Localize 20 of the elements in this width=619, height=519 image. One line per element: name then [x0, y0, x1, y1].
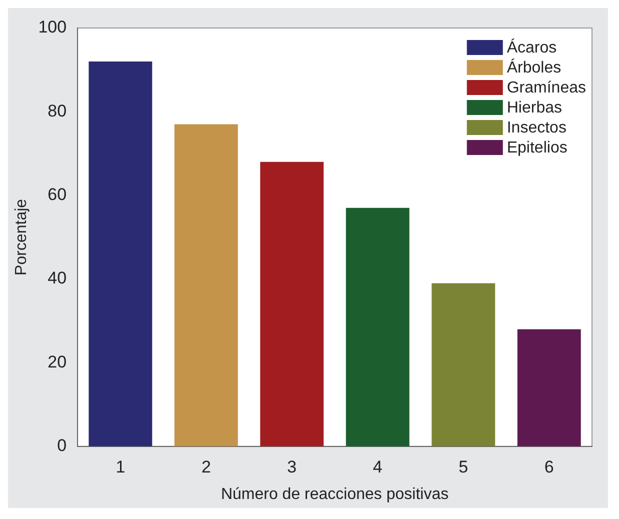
- x-tick-label: 6: [544, 457, 554, 476]
- legend-label: Epitelios: [506, 139, 568, 156]
- legend-label: Gramíneas: [506, 79, 586, 96]
- x-axis-title: Número de reacciones positivas: [220, 486, 449, 503]
- y-tick-label: 100: [38, 18, 67, 37]
- x-tick-label: 4: [372, 457, 382, 476]
- x-tick-label: 1: [116, 457, 126, 476]
- y-axis-title: Porcentaje: [13, 198, 30, 276]
- y-tick-label: 60: [48, 185, 67, 204]
- x-tick-label: 2: [201, 457, 211, 476]
- x-tick-label: 3: [287, 457, 297, 476]
- legend-label: Árboles: [506, 58, 562, 76]
- y-tick-label: 40: [48, 268, 67, 288]
- x-tick-label: 5: [458, 457, 468, 476]
- y-tick-label: 0: [57, 436, 67, 456]
- legend-label: Hierbas: [506, 99, 562, 116]
- y-tick-label: 80: [48, 101, 67, 120]
- legend-label: Ácaros: [506, 38, 557, 56]
- y-tick-label: 20: [48, 352, 67, 372]
- legend-label: Insectos: [506, 119, 566, 136]
